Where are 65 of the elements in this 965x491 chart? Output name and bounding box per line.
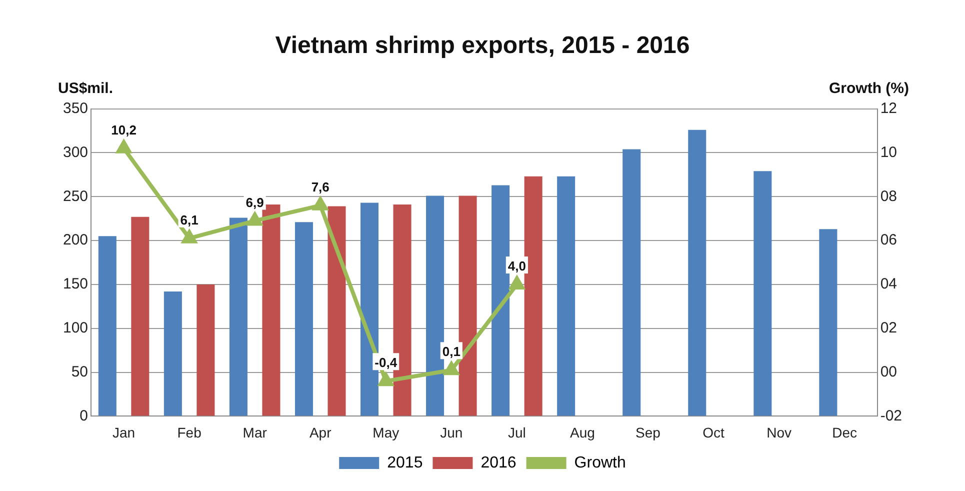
x-tick-label: Nov	[766, 424, 792, 440]
point	[116, 140, 131, 154]
data-label: 6,9	[246, 194, 264, 210]
bar	[524, 176, 542, 416]
x-tick-label: Aug	[570, 424, 595, 440]
legend-label: 2015	[387, 454, 423, 472]
bar	[754, 171, 772, 416]
legend-label: Growth	[574, 454, 626, 472]
y2-tick-label: -02	[880, 407, 902, 424]
bar	[229, 218, 248, 416]
y-tick-label: 150	[62, 276, 88, 293]
y2-tick-label: 06	[880, 232, 898, 249]
bar	[688, 130, 706, 416]
bar	[492, 185, 510, 416]
bar	[622, 149, 641, 416]
legend-label: 2016	[480, 454, 516, 472]
bar	[458, 196, 477, 416]
y2-tick-label: 08	[880, 188, 898, 205]
x-tick-label: Jan	[112, 424, 136, 440]
y-tick-label: 0	[80, 407, 88, 424]
point	[510, 276, 524, 290]
point	[182, 230, 197, 244]
y2-tick-label: 10	[880, 144, 898, 161]
bar	[98, 236, 116, 416]
y2-tick-label: 00	[880, 363, 898, 380]
x-tick-label: Mar	[242, 424, 268, 440]
y-tick-label: 350	[62, 100, 88, 117]
x-tick-label: Sep	[636, 424, 661, 440]
data-label: -0,4	[374, 355, 398, 370]
x-tick-label: Dec	[832, 424, 858, 440]
y-tick-label: 50	[71, 363, 88, 380]
point	[248, 212, 262, 226]
x-tick-label: Feb	[177, 424, 202, 440]
bar	[262, 204, 280, 416]
x-tick-label: Jul	[508, 424, 526, 440]
data-label: 0,1	[442, 344, 460, 360]
bar	[557, 176, 576, 416]
point	[444, 362, 459, 376]
y2-tick-label: 04	[880, 276, 898, 293]
chart-title: Vietnam shrimp exports, 2015 - 2016	[275, 32, 690, 60]
bar	[131, 216, 150, 416]
bar	[164, 291, 182, 416]
x-tick-label: Jun	[440, 424, 463, 440]
y-axis-title: US$mil.	[58, 80, 114, 97]
data-label: 6,1	[180, 212, 198, 228]
y-tick-label: 300	[62, 144, 88, 161]
bar	[426, 196, 444, 416]
y2-axis-title: Growth (%)	[829, 80, 909, 97]
bar	[294, 222, 313, 416]
x-tick-label: Apr	[309, 424, 332, 440]
bar	[819, 229, 838, 416]
y2-tick-label: 02	[880, 320, 898, 337]
y-tick-label: 100	[62, 320, 88, 337]
data-label: 10,2	[111, 122, 136, 138]
y-tick-label: 200	[62, 232, 88, 249]
y2-tick-label: 12	[880, 100, 898, 117]
y-tick-label: 250	[62, 188, 88, 205]
bar	[196, 284, 215, 416]
x-tick-label: May	[372, 424, 400, 440]
data-label: 4,0	[508, 258, 526, 274]
point	[313, 197, 328, 210]
data-label: 7,6	[311, 179, 330, 194]
bar	[328, 206, 346, 416]
x-tick-label: Oct	[702, 424, 725, 440]
point	[378, 373, 394, 386]
